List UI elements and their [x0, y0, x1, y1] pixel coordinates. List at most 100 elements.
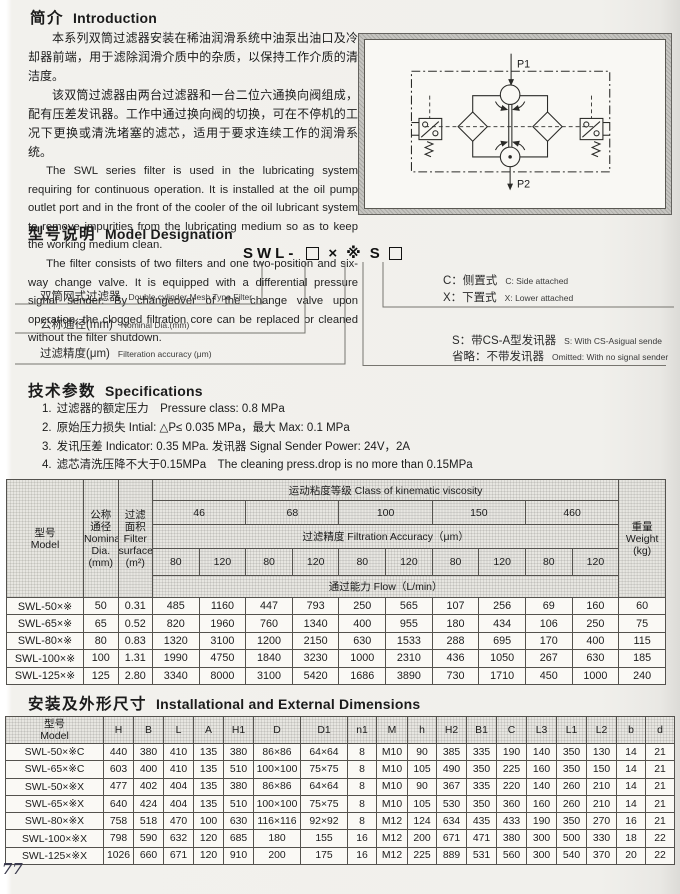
value-cell: 300 — [526, 829, 557, 848]
value-cell: 100 — [83, 649, 119, 668]
value-cell: 60 — [618, 596, 666, 616]
value-cell: 170 — [524, 631, 573, 651]
value-cell: 75×75 — [300, 794, 348, 814]
value-cell: 210 — [586, 794, 617, 814]
accuracy-value: 80 — [245, 548, 293, 576]
model-cell: SWL-100×※X — [5, 829, 104, 848]
value-cell: 400 — [338, 614, 387, 633]
value-cell: 270 — [586, 812, 617, 831]
value-cell: 21 — [645, 812, 675, 831]
value-cell: 86×86 — [253, 777, 301, 796]
value-cell: 8 — [347, 812, 377, 831]
table-row: SWL-50×※C 440 380 410 135 380 86×86 64×64 8 M10 90… — [5, 742, 675, 762]
col-header-weight: 重量 Weight (kg) — [618, 479, 666, 598]
table-row: SWL-100×※X 798 590 632 120 685 180 155 16 M12 200 6… — [5, 829, 675, 848]
designation-row-with-sender: S：带CS-A型发讯器 S: With CS-Asigual sende — [452, 332, 662, 348]
value-cell: 260 — [556, 794, 587, 814]
value-cell: 760 — [245, 614, 293, 633]
label-zh: 双筒网式过滤器 — [40, 291, 121, 303]
code-letter-s: S — [369, 244, 380, 262]
col-header-D1: D1 — [300, 716, 348, 744]
accuracy-value: 120 — [478, 548, 526, 576]
value-cell: 440 — [103, 742, 134, 762]
table-row: SWL-125×※ 125 2.80 3340 8000 3100 5420 1686 3890… — [5, 666, 666, 685]
value-cell: 1686 — [338, 666, 387, 685]
model-code: SWL- × ※ S — [243, 244, 402, 262]
value-cell: 22 — [645, 829, 675, 848]
value-cell: 225 — [496, 760, 527, 779]
value-cell: 447 — [245, 596, 293, 616]
value-cell: 0.83 — [117, 631, 153, 651]
value-cell: 100×100 — [253, 794, 301, 814]
value-cell: 300 — [526, 846, 557, 866]
col-header-C: C — [496, 716, 527, 744]
value-cell: 471 — [466, 829, 497, 848]
viscosity-class: 68 — [245, 500, 340, 525]
value-cell: 350 — [556, 812, 587, 831]
value-cell: 730 — [431, 666, 480, 685]
value-cell: 1990 — [151, 649, 200, 668]
value-cell: 695 — [478, 631, 526, 651]
p2-arrowhead — [507, 183, 514, 191]
value-cell: 402 — [133, 777, 164, 796]
value-cell: 400 — [133, 760, 164, 779]
value-cell: 3100 — [198, 631, 247, 651]
value-cell: 140 — [526, 742, 557, 762]
value-cell: 100 — [193, 812, 224, 831]
value-cell: 1.31 — [117, 649, 153, 668]
value-cell: 1320 — [151, 631, 200, 651]
value-cell: 380 — [223, 777, 254, 796]
value-cell: 0.52 — [117, 614, 153, 633]
value-cell: 3890 — [385, 666, 433, 685]
value-cell: 135 — [193, 777, 224, 796]
value-cell: 955 — [385, 614, 433, 633]
value-cell: 200 — [407, 829, 437, 848]
code-times: × — [328, 244, 338, 262]
intro-paragraph-zh-1: 本系列双筒过滤器安装在稀油润滑系统中油泵出油口及冷却器前端，用于滤除润滑介质中的… — [28, 31, 358, 83]
value-cell: 367 — [436, 777, 467, 796]
code-square-1 — [306, 246, 320, 260]
label-zh: 公称通径(mm) — [40, 319, 113, 331]
value-cell: 470 — [163, 812, 194, 831]
value-cell: 14 — [616, 794, 646, 814]
value-cell: M10 — [376, 794, 408, 814]
value-cell: 350 — [466, 794, 497, 814]
value-cell: 477 — [103, 777, 134, 796]
value-cell: 240 — [618, 666, 666, 685]
value-cell: 260 — [556, 777, 587, 796]
value-cell: 64×64 — [300, 777, 348, 796]
value-cell: 640 — [103, 794, 134, 814]
label-en: S: With CS-Asigual sende — [564, 336, 662, 346]
value-cell: 630 — [223, 812, 254, 831]
spec-number: 4. — [42, 459, 52, 472]
value-cell: 190 — [496, 742, 527, 762]
value-cell: 180 — [253, 829, 301, 848]
value-cell: 565 — [385, 596, 433, 616]
value-cell: 685 — [223, 829, 254, 848]
value-cell: 820 — [151, 614, 200, 633]
value-cell: 105 — [407, 760, 437, 779]
pressure-switch-left — [418, 117, 443, 141]
value-cell: 560 — [496, 846, 527, 866]
value-cell: 18 — [616, 829, 646, 848]
value-cell: 8 — [347, 777, 377, 796]
value-cell: 21 — [645, 742, 675, 762]
col-header-B: B — [133, 716, 164, 744]
col-header-L3: L3 — [526, 716, 557, 744]
flow-capacity-table: 型号 Model 公称 通径 Nominal Dia. (mm) 过滤 面积 F… — [5, 479, 666, 685]
value-cell: 21 — [645, 794, 675, 814]
col-header-n1: n1 — [347, 716, 377, 744]
accuracy-value: 120 — [198, 548, 247, 576]
col-header-H2: H2 — [436, 716, 467, 744]
accuracy-value: 80 — [151, 548, 200, 576]
col-header-L: L — [163, 716, 194, 744]
intro-paragraph-en-1: The SWL series filter is used in the lub… — [28, 165, 358, 252]
value-cell: 50 — [83, 596, 119, 616]
value-cell: 107 — [431, 596, 480, 616]
header-filtration-accuracy: 过滤精度 Filtration Accuracy（μm） — [151, 524, 620, 549]
col-header-M: M — [376, 716, 408, 744]
col-header-H: H — [103, 716, 134, 744]
value-cell: 115 — [618, 631, 666, 651]
value-cell: M10 — [376, 742, 408, 762]
value-cell: 125 — [83, 666, 119, 685]
